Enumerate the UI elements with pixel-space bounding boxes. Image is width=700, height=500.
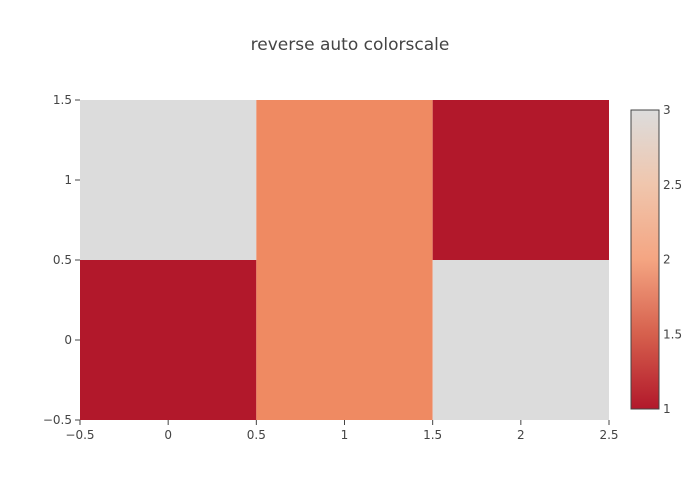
y-tick-label: 1 <box>64 173 72 187</box>
colorbar-ticks: 1 1.5 2 2.5 3 <box>663 103 682 416</box>
x-tick-label: −0.5 <box>65 428 94 442</box>
y-tick-label: 1.5 <box>53 93 72 107</box>
x-tick-label: 2.5 <box>599 428 618 442</box>
heatmap-cell <box>80 100 257 260</box>
x-tick-label: 2 <box>517 428 525 442</box>
colorbar-tick-label: 1.5 <box>663 327 682 341</box>
y-tick-label: 0.5 <box>53 253 72 267</box>
x-tick-label: 1.5 <box>423 428 442 442</box>
colorbar: 1 1.5 2 2.5 3 <box>630 103 682 416</box>
colorbar-tick-label: 1 <box>663 402 671 416</box>
heatmap-cell <box>432 100 609 260</box>
heatmap-cells <box>80 100 609 420</box>
x-tick-label: 0 <box>164 428 172 442</box>
x-tick-label: 1 <box>341 428 349 442</box>
colorbar-tick-label: 3 <box>663 103 671 117</box>
heatmap-cell <box>432 260 609 420</box>
heatmap-cell <box>256 260 433 420</box>
colorbar-tick-label: 2.5 <box>663 178 682 192</box>
heatmap-cell <box>256 100 433 260</box>
chart-title: reverse auto colorscale <box>251 35 450 55</box>
y-tick-label: −0.5 <box>43 413 72 427</box>
colorbar-gradient <box>630 109 660 410</box>
y-axis: −0.5 0 0.5 1 1.5 <box>43 93 80 427</box>
colorbar-tick-label: 2 <box>663 253 671 267</box>
x-axis: −0.5 0 0.5 1 1.5 2 2.5 <box>65 420 619 442</box>
y-tick-label: 0 <box>64 333 72 347</box>
heatmap-cell <box>80 260 257 420</box>
x-tick-label: 0.5 <box>247 428 266 442</box>
